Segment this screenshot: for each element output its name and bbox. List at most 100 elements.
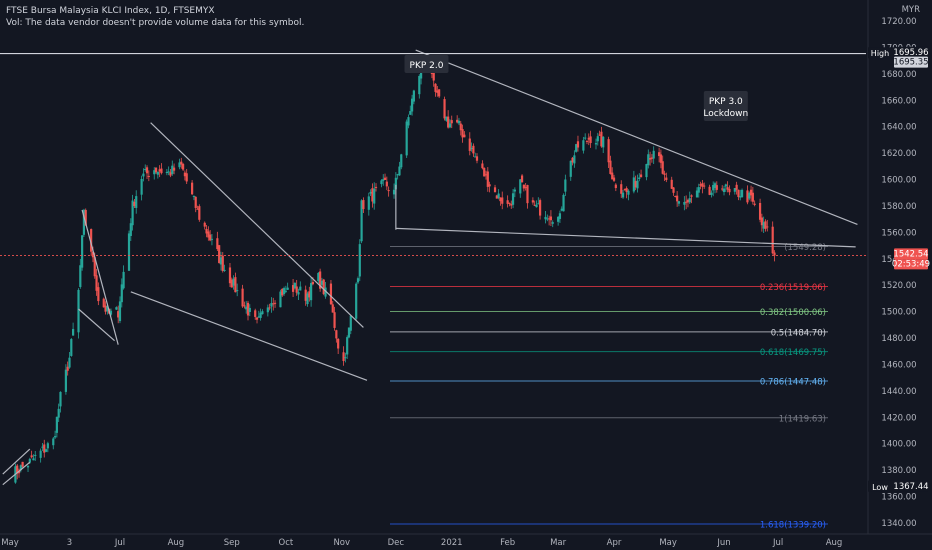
- candlestick-series: [14, 57, 776, 484]
- x-tick-label: Apr: [607, 538, 622, 548]
- candle-body: [448, 123, 452, 128]
- candle-body: [167, 171, 170, 173]
- candle-body: [762, 222, 765, 229]
- candle-body: [418, 76, 421, 95]
- candle-body: [573, 155, 576, 164]
- candle-body: [724, 184, 727, 187]
- y-tick-label: 1620.00: [881, 149, 916, 159]
- x-tick-label: Dec: [388, 538, 405, 548]
- candle-body: [468, 138, 471, 151]
- candle-body: [697, 187, 700, 193]
- candle-body: [409, 111, 412, 115]
- candle-body: [396, 174, 399, 176]
- candle-body: [234, 277, 237, 293]
- candle-body: [569, 160, 572, 177]
- candle-body: [356, 278, 360, 283]
- last-price-badge-bg: [894, 248, 928, 260]
- candle-body: [104, 305, 107, 312]
- candle-body: [611, 172, 614, 180]
- candle-body: [407, 117, 410, 126]
- candle-body: [625, 188, 628, 192]
- candle-body: [246, 302, 250, 316]
- candle-body: [329, 283, 333, 305]
- candle-body: [699, 184, 702, 186]
- candle-body: [185, 173, 188, 182]
- candle-body: [273, 302, 277, 304]
- countdown-badge-bg: [894, 259, 928, 270]
- candle-body: [293, 282, 296, 289]
- candle-body: [254, 310, 257, 317]
- candle-body: [533, 204, 536, 206]
- candle-body: [380, 180, 383, 185]
- fib-level-label: 0.382(1500.06): [760, 308, 826, 318]
- candle-body: [712, 184, 715, 191]
- candle-body: [728, 188, 731, 193]
- candle-body: [715, 185, 718, 190]
- candle-body: [218, 245, 221, 263]
- annotation-label: Lockdown: [703, 109, 748, 119]
- low-value-badge-bg: [894, 480, 928, 492]
- currency-label: MYR: [902, 5, 921, 15]
- candle-body: [257, 316, 260, 318]
- candle-body: [248, 307, 251, 312]
- candle-body: [84, 209, 87, 226]
- x-tick-label: Aug: [168, 538, 185, 548]
- candle-body: [670, 179, 673, 189]
- candle-body: [360, 200, 363, 242]
- candle-body: [739, 196, 742, 198]
- candle-body: [160, 168, 163, 174]
- candle-body: [546, 218, 549, 220]
- candle-body: [371, 188, 374, 202]
- x-tick-label: Sep: [224, 538, 240, 548]
- candle-body: [194, 196, 197, 208]
- annotation-label: PKP 3.0: [709, 97, 743, 107]
- y-tick-label: 1400.00: [881, 440, 916, 450]
- candle-body: [93, 257, 96, 277]
- x-axis: May 3 Jul Aug Sep Oct Nov Dec 2021 Feb Mar Apr May Ju…: [1, 538, 842, 548]
- x-tick-label: Aug: [826, 538, 843, 548]
- candle-body: [434, 83, 437, 92]
- candle-body: [564, 179, 567, 192]
- candle-body: [410, 98, 414, 112]
- candle-body: [594, 143, 598, 145]
- candle-body: [68, 357, 71, 368]
- candle-body: [686, 199, 690, 203]
- candle-body: [450, 120, 453, 124]
- candle-body: [97, 287, 100, 302]
- candle-body: [19, 465, 22, 471]
- candle-body: [560, 208, 563, 211]
- candle-body: [228, 267, 232, 284]
- fib-level-label: (1549.28): [784, 243, 826, 253]
- y-tick-label: 1460.00: [881, 360, 916, 370]
- candle-body: [196, 208, 199, 210]
- candle-body: [558, 213, 562, 219]
- candle-body: [688, 198, 691, 203]
- candle-body: [203, 222, 206, 227]
- candle-body: [72, 328, 75, 336]
- candle-body: [710, 192, 713, 195]
- fibonacci-retracement: (1549.28) 0.236(1519.06) 0.382(1500.06) 0.5…: [390, 243, 828, 531]
- candle-body: [324, 287, 327, 297]
- candle-body: [385, 181, 388, 187]
- candle-body: [223, 269, 226, 271]
- fib-level-label: 1.618(1339.20): [760, 521, 826, 531]
- candle-body: [331, 304, 334, 313]
- candle-body: [46, 443, 49, 449]
- candle-body: [82, 209, 86, 235]
- x-tick-label: May: [659, 538, 677, 548]
- candle-body: [576, 141, 580, 148]
- x-tick-label: Jun: [716, 538, 730, 548]
- candle-body: [748, 192, 751, 199]
- candle-body: [91, 251, 95, 258]
- candle-body: [156, 171, 159, 175]
- y-tick-label: 1480.00: [881, 334, 916, 344]
- candle-body: [510, 204, 513, 206]
- candle-body: [721, 188, 724, 190]
- candle-body: [632, 177, 635, 192]
- candle-body: [284, 290, 287, 292]
- trendline: [415, 49, 858, 226]
- candle-body: [192, 195, 196, 197]
